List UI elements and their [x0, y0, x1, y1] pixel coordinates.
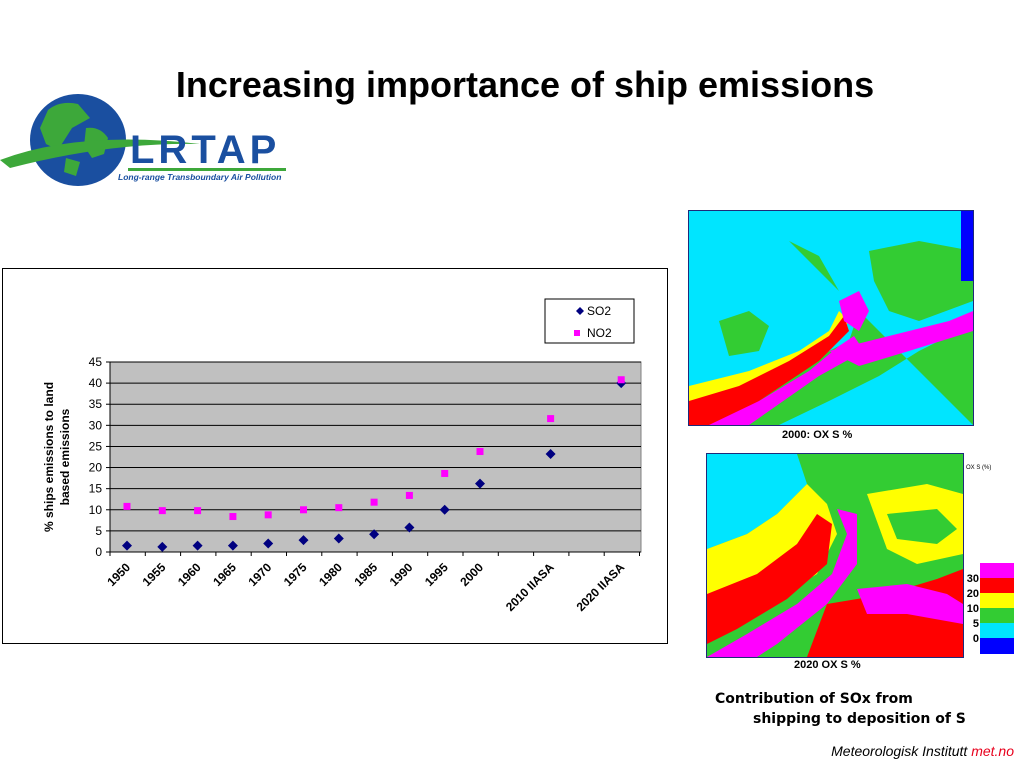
- so2-point: [227, 540, 238, 551]
- colorbar-label-5: 5: [972, 618, 979, 630]
- no2-point: [229, 513, 237, 521]
- lrtap-logo: LRTAP Long-range Transboundary Air Pollu…: [0, 94, 286, 186]
- legend-marker-so2: [576, 307, 584, 315]
- map-legend-title: OX S (%): [966, 465, 992, 471]
- x-tick-label: 1980: [316, 560, 345, 589]
- colorbar-label-0: 0: [972, 633, 979, 645]
- no2-point: [300, 506, 307, 514]
- y-tick-label: 45: [89, 355, 103, 369]
- x-tick-label: 1985: [351, 560, 380, 589]
- y-tick-label: 5: [95, 524, 102, 538]
- x-tick-label: 1970: [246, 560, 275, 589]
- logo-subtitle: Long-range Transboundary Air Pollution: [118, 172, 281, 182]
- footer-brand: met.no: [971, 743, 1014, 759]
- so2-point: [157, 541, 168, 552]
- so2-point: [545, 449, 556, 460]
- no2-point: [158, 507, 166, 515]
- map-colorbar: [980, 563, 1014, 654]
- colorbar-swatch-yellow: [980, 593, 1014, 608]
- x-tick-label: 1955: [140, 560, 169, 589]
- x-tick-label: 1995: [422, 560, 451, 589]
- map-2000-caption: 2000: OX S %: [782, 429, 853, 441]
- so2-point: [475, 478, 485, 489]
- x-tick-label: 2010 IIASA: [503, 560, 557, 614]
- x-tick-label: 2000: [457, 560, 486, 589]
- so2-point: [192, 540, 203, 551]
- chart-frame: 0 5 10 15 20 25 30 35 40 45 1950 1955 1960 1965 1970 19…: [2, 268, 668, 644]
- map-2020-ox-s: [706, 453, 964, 658]
- so2-point: [122, 540, 132, 551]
- logo-acronym: LRTAP: [130, 128, 280, 172]
- colorbar-swatch-red: [980, 578, 1014, 593]
- map-2020-caption: 2020 OX S %: [794, 659, 861, 671]
- so2-point: [369, 529, 380, 540]
- y-tick-label: 25: [89, 439, 103, 453]
- x-tick-label: 1950: [104, 560, 133, 589]
- legend-label-no2: NO2: [587, 326, 612, 340]
- so2-point: [263, 538, 274, 549]
- no2-point: [194, 507, 202, 515]
- so2-point: [333, 533, 344, 544]
- maps-description-line1: Contribution of SOx from: [715, 691, 913, 707]
- x-tick-label: 1990: [387, 560, 416, 589]
- so2-point: [404, 522, 415, 533]
- y-tick-label: 35: [89, 397, 103, 411]
- no2-point: [617, 376, 625, 384]
- no2-point: [547, 415, 555, 423]
- maps-description-line2: shipping to deposition of S: [753, 711, 966, 727]
- footer-institute: Meteorologisk Institutt: [831, 743, 968, 759]
- slide-title: Increasing importance of ship emissions: [175, 64, 875, 105]
- colorbar-swatch-cyan: [980, 623, 1014, 638]
- y-tick-label: 10: [89, 503, 103, 517]
- map-2000-ox-s: [688, 210, 974, 426]
- colorbar-label-30: 30: [966, 573, 979, 585]
- colorbar-label-10: 10: [966, 603, 979, 615]
- y-tick-label: 30: [89, 418, 103, 432]
- x-tick-label: 1975: [281, 560, 310, 589]
- no2-point: [335, 504, 343, 512]
- colorbar-swatch-blue: [980, 638, 1014, 654]
- y-axis-label: % ships emissions to land: [42, 382, 56, 532]
- so2-point: [298, 535, 309, 546]
- no2-point: [370, 498, 378, 506]
- y-tick-label: 15: [89, 482, 103, 496]
- legend-marker-no2: [574, 330, 580, 336]
- y-axis-label: based emissions: [58, 408, 72, 505]
- no2-point: [123, 502, 131, 510]
- colorbar-label-20: 20: [966, 588, 979, 600]
- x-tick-label: 1960: [175, 560, 204, 589]
- colorbar-swatch-magenta: [980, 563, 1014, 578]
- y-tick-label: 0: [95, 545, 102, 559]
- no2-point: [476, 448, 484, 456]
- legend-label-so2: SO2: [587, 304, 611, 318]
- y-tick-label: 20: [89, 461, 103, 475]
- plot-area: [109, 361, 642, 553]
- so2-point: [439, 504, 450, 515]
- x-tick-label: 2020 IIASA: [574, 560, 628, 614]
- no2-point: [264, 511, 272, 519]
- no2-point: [405, 491, 413, 499]
- x-tick-label: 1965: [210, 560, 239, 589]
- maps-description: Contribution of SOx from shipping to dep…: [715, 689, 966, 729]
- no2-point: [441, 469, 449, 477]
- colorbar-swatch-green: [980, 608, 1014, 623]
- footer: Meteorologisk Institutt met.no: [831, 743, 1014, 759]
- chart-legend: [544, 298, 635, 344]
- y-tick-label: 40: [89, 376, 103, 390]
